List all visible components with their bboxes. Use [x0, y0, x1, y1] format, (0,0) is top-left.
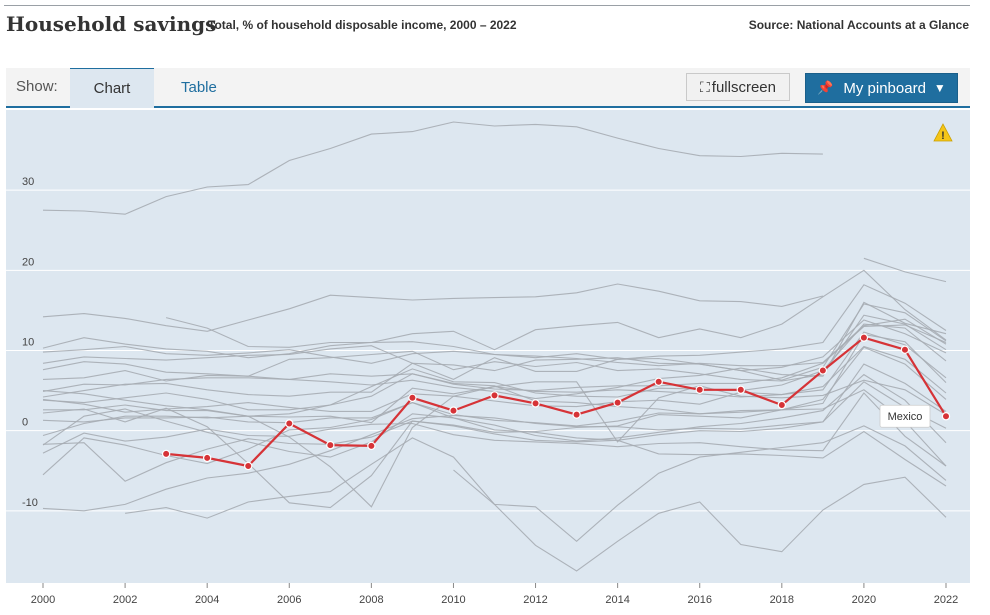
series-line [42, 303, 947, 381]
header-rule [4, 5, 970, 6]
highlight-point [654, 377, 663, 386]
tooltip-box [879, 404, 931, 428]
x-tick-label: 2018 [770, 594, 794, 606]
chart-subtitle: Total, % of household disposable income,… [208, 18, 517, 32]
x-tick-label: 2004 [195, 594, 219, 606]
series-line [42, 333, 947, 427]
y-tick-label: 0 [22, 417, 28, 429]
tooltip-label: Mexico [888, 411, 923, 423]
highlight-point [408, 393, 417, 403]
x-tick-label: 2006 [277, 594, 301, 606]
series-line [42, 381, 947, 512]
series-line [42, 314, 947, 382]
pinboard-label: My pinboard [843, 79, 926, 97]
source-note: Source: National Accounts at a Glance [748, 18, 969, 32]
series-line [165, 269, 947, 351]
x-tick-label: 2020 [852, 594, 876, 606]
highlight-point [695, 385, 704, 394]
x-tick-label: 2016 [687, 594, 711, 606]
highlight-point [367, 441, 376, 451]
expand-icon: ⛶ [699, 78, 710, 95]
highlight-point [900, 345, 910, 354]
highlight-point [326, 440, 335, 450]
series-line [125, 425, 947, 543]
series-line [863, 257, 947, 283]
show-label: Show: [16, 78, 58, 95]
fullscreen-label: fullscreen [711, 78, 776, 96]
series-line [42, 318, 947, 367]
pin-icon: 📌 [817, 80, 834, 95]
series-line [453, 469, 947, 572]
tab-chart[interactable]: Chart [70, 68, 154, 108]
line-chart: -10 0 10 20 30 Mexico! 2000 2002 2004 2006 2008 201… [6, 110, 970, 606]
fullscreen-button[interactable]: ⛶ fullscreen [686, 73, 790, 101]
highlight-point [818, 366, 828, 375]
series-line [42, 392, 947, 467]
highlight-point [572, 410, 581, 419]
warning-icon [933, 123, 953, 142]
highlight-point [244, 461, 253, 471]
series-line [42, 323, 947, 411]
highlight-point [531, 399, 540, 408]
y-tick-label: 30 [22, 176, 34, 188]
x-tick-label: 2002 [113, 594, 137, 606]
y-tick-label: -10 [22, 497, 38, 509]
series-line [42, 420, 947, 487]
x-tick-label: 2022 [934, 594, 958, 606]
view-toolbar: Show: Chart Table ⛶ fullscreen 📌 My pinb… [6, 68, 970, 108]
highlight-point [202, 453, 212, 463]
x-tick-label: 2010 [441, 594, 465, 606]
x-tick-label: 2012 [523, 594, 547, 606]
highlight-point [285, 419, 294, 428]
series-line [42, 389, 947, 509]
highlight-point [161, 449, 171, 459]
x-tick-label: 2008 [359, 594, 383, 606]
series-line [42, 319, 947, 398]
series-line [42, 379, 947, 508]
highlight-point [941, 412, 951, 421]
series-line [42, 373, 947, 458]
series-line [42, 121, 823, 215]
highlight-point [859, 333, 869, 342]
highlight-point [449, 406, 458, 415]
y-tick-label: 20 [22, 256, 34, 268]
highlight-point [736, 385, 745, 394]
x-tick-label: 2000 [31, 594, 55, 606]
highlight-point [777, 400, 787, 410]
highlight-series-line [165, 336, 947, 468]
tab-table[interactable]: Table [181, 79, 217, 96]
chart-title: Household savings [6, 12, 217, 36]
y-tick-label: 10 [22, 337, 34, 349]
x-tick-label: 2014 [605, 594, 629, 606]
highlight-point [613, 398, 622, 407]
caret-down-icon: ▼ [933, 81, 946, 95]
warning-icon-mark: ! [941, 130, 945, 142]
highlight-point [490, 391, 499, 400]
series-line [42, 324, 947, 392]
series-line [42, 283, 824, 332]
pinboard-button[interactable]: 📌 My pinboard ▼ [805, 73, 958, 103]
series-line [42, 363, 947, 476]
